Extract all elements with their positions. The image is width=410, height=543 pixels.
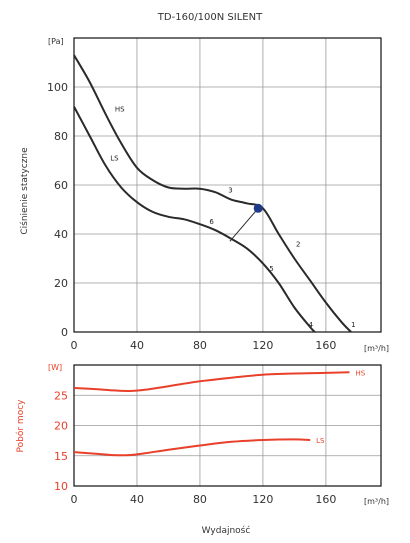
x-tick-label: 0: [71, 339, 78, 352]
x-tick-label: 160: [315, 339, 336, 352]
pressure-x-ticks: 0 40 80 120 160: [71, 339, 337, 352]
x-tick-label: 80: [193, 339, 207, 352]
series-line-ls-pressure: [73, 106, 316, 333]
y-tick-label: 20: [54, 277, 68, 290]
power-y-ticks: 10 15 20 25: [54, 389, 68, 493]
x-axis-label: Wydajność: [202, 525, 251, 536]
y-tick-label: 15: [54, 450, 68, 463]
power-plot-frame: [73, 364, 382, 487]
y-tick-label: 10: [54, 480, 68, 493]
curve-annotation-label: 3: [228, 186, 232, 194]
y-tick-label: 20: [54, 420, 68, 433]
curve-annotation-label: 6: [209, 218, 214, 226]
y-tick-label: 80: [54, 130, 68, 143]
curve-annotation-label: 2: [296, 240, 300, 248]
pressure-y-ticks: 0 20 40 60 80 100: [47, 81, 68, 339]
pressure-y-axis-label: Ciśnienie statyczne: [19, 147, 30, 235]
series-line-hs-pressure: [73, 54, 352, 333]
series-line-hs-power: [73, 371, 350, 393]
power-y-unit: [W]: [48, 363, 62, 372]
y-tick-label: 0: [61, 326, 68, 339]
power-x-unit: [m³/h]: [364, 497, 389, 506]
legend-label-hs-power: HS: [356, 369, 366, 377]
power-grid: [74, 365, 381, 486]
power-y-axis-label: Pobór mocy: [15, 399, 26, 453]
y-tick-label: 25: [54, 389, 68, 402]
operating-connector-line: [229, 207, 259, 242]
curve-annotation-label: 4: [309, 321, 314, 329]
y-tick-label: 100: [47, 81, 68, 94]
curve-annotation-label: LS: [110, 155, 119, 163]
chart-title: TD-160/100N SILENT: [157, 12, 263, 23]
curve-annotation-label: 5: [269, 265, 273, 273]
pressure-x-unit: [m³/h]: [364, 344, 389, 353]
x-tick-label: 160: [315, 493, 336, 506]
operating-point-marker: [253, 203, 263, 213]
x-tick-label: 40: [130, 493, 144, 506]
curve-annotation-label: HS: [115, 106, 125, 114]
x-tick-label: 0: [71, 493, 78, 506]
pressure-grid: [74, 38, 381, 332]
x-tick-label: 120: [252, 493, 273, 506]
pressure-y-unit: [Pa]: [48, 37, 64, 46]
x-tick-label: 120: [252, 339, 273, 352]
power-x-ticks: 0 40 80 120 160: [71, 493, 337, 506]
legend-label-ls-power: LS: [316, 437, 325, 445]
x-tick-label: 40: [130, 339, 144, 352]
y-tick-label: 40: [54, 228, 68, 241]
series-line-ls-power: [73, 438, 311, 457]
pressure-plot-frame: [73, 37, 382, 333]
curve-annotation-label: 1: [351, 321, 355, 329]
y-tick-label: 60: [54, 179, 68, 192]
x-tick-label: 80: [193, 493, 207, 506]
pressure-curve-annotations: HS LS 3 6 2 5 4 1: [110, 106, 355, 330]
